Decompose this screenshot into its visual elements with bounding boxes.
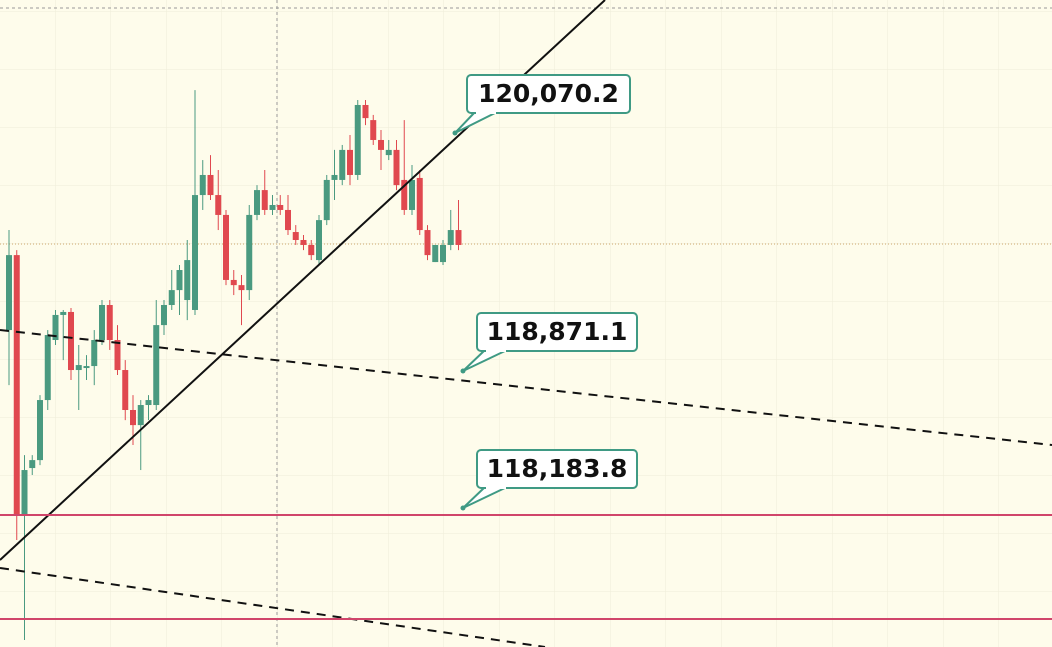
candle-body	[13, 255, 20, 515]
candle-body	[432, 244, 439, 263]
candle-body	[331, 174, 338, 180]
candle-body	[153, 325, 160, 406]
candle-body	[29, 460, 36, 469]
callout-box	[476, 449, 638, 489]
candle-body	[339, 149, 346, 180]
candle-body	[106, 305, 113, 341]
candle-body	[447, 230, 454, 245]
callout-anchor	[452, 130, 458, 136]
candle-body	[223, 214, 229, 280]
candle-body	[6, 255, 12, 331]
candle-body	[192, 195, 198, 310]
candle-body	[347, 149, 353, 175]
candle-body	[370, 120, 377, 140]
candle-body	[378, 139, 384, 150]
candle-body	[424, 230, 431, 256]
callout-text: 118,183.8	[487, 454, 628, 483]
candle-body	[455, 230, 462, 245]
candle-body	[292, 232, 299, 240]
candle-body	[52, 314, 59, 341]
candle-body	[37, 400, 43, 461]
candle-body	[21, 470, 28, 515]
callout-cover	[476, 110, 496, 114]
candles	[6, 90, 462, 641]
candle-body	[230, 279, 237, 286]
candle-body	[323, 179, 330, 221]
candle-body	[316, 220, 322, 261]
candle-body	[99, 305, 105, 341]
candle-body	[207, 174, 214, 196]
candle-body	[145, 400, 152, 406]
candle-body	[75, 365, 82, 371]
callout-text: 120,070.2	[478, 79, 619, 108]
callout-cover	[486, 485, 506, 489]
channel-line	[0, 329, 1052, 446]
candle-body	[308, 244, 315, 256]
candle-body	[285, 209, 291, 231]
candle-body	[269, 204, 276, 210]
callouts: 120,070.2 118,871.1 118,183.8	[452, 74, 638, 511]
candle-body	[44, 335, 51, 401]
callout-cover	[486, 348, 506, 352]
candle-body	[176, 270, 183, 291]
candle-body	[161, 305, 167, 326]
candle-body	[261, 190, 268, 210]
candle-body	[137, 405, 144, 426]
candle-body	[401, 179, 408, 210]
candle-body	[68, 311, 74, 371]
callout-text: 118,871.1	[487, 317, 628, 346]
callout-box	[476, 312, 638, 352]
candle-body	[300, 239, 307, 245]
candle-body	[277, 204, 284, 210]
candle-body	[238, 285, 245, 291]
candle-body	[362, 104, 369, 119]
candle-body	[215, 195, 222, 215]
candle-body	[254, 190, 260, 215]
candle-body	[168, 290, 175, 306]
channel-line	[0, 567, 546, 647]
candle-body	[416, 177, 423, 231]
candle-body	[246, 214, 253, 291]
candle-body	[385, 149, 392, 156]
callout-anchor	[460, 505, 466, 511]
candle-body	[60, 311, 67, 315]
candle-body	[91, 340, 98, 367]
candle-body	[83, 366, 90, 369]
candle-body	[114, 340, 121, 371]
candle-body	[440, 244, 446, 263]
candle-body	[184, 260, 191, 301]
callout-anchor	[460, 368, 466, 374]
candle-body	[122, 370, 129, 410]
candle-body	[393, 149, 400, 186]
candle-body	[130, 409, 136, 426]
candle-body	[354, 104, 361, 175]
candle-body	[409, 179, 415, 210]
callout-box	[466, 74, 631, 114]
candle-body	[199, 174, 206, 196]
